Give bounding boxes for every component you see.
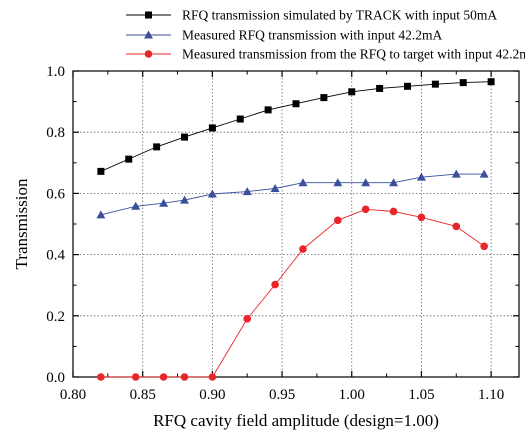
x-tick-label: 1.05: [408, 387, 434, 403]
x-tick-label: 1.00: [339, 387, 365, 403]
data-point: [159, 198, 169, 207]
data-point: [270, 184, 280, 193]
data-point: [264, 106, 272, 114]
data-point: [333, 178, 343, 187]
series-line: [100, 173, 485, 216]
legend-label: Measured RFQ transmission with input 42.…: [182, 28, 442, 43]
data-point: [404, 82, 411, 90]
data-point: [243, 315, 252, 323]
y-tick-label: 0.8: [46, 125, 65, 141]
legend: RFQ transmission simulated by TRACK with…: [126, 8, 525, 62]
legend-label: Measured transmission from the RFQ to ta…: [182, 47, 525, 62]
legend-marker: [144, 30, 153, 39]
data-point: [389, 178, 399, 187]
data-point: [125, 155, 133, 163]
data-point: [334, 216, 342, 225]
y-tick-label: 0.6: [46, 186, 65, 202]
series-circle: [97, 205, 488, 381]
x-tick-label: 0.90: [199, 387, 225, 403]
x-tick-label: 1.10: [478, 387, 504, 403]
data-point: [208, 124, 216, 132]
data-point: [451, 169, 461, 178]
y-tick-label: 1.0: [46, 64, 65, 80]
legend-marker: [144, 50, 153, 58]
y-tick-label: 0.4: [46, 248, 65, 264]
plot-frame: [72, 70, 520, 378]
data-point: [320, 94, 328, 102]
data-point: [180, 195, 189, 204]
data-point: [159, 373, 168, 381]
y-tick-label: 0.0: [46, 370, 65, 386]
legend-marker: [145, 11, 152, 19]
data-point: [236, 115, 244, 123]
data-point: [431, 80, 439, 88]
data-point: [348, 88, 356, 96]
data-point: [479, 169, 489, 178]
data-point: [131, 201, 141, 210]
data-point: [480, 242, 488, 251]
data-point: [242, 187, 252, 196]
x-axis-title: RFQ cavity field amplitude (design=1.00): [153, 411, 439, 430]
x-tick-label: 0.85: [130, 387, 156, 403]
y-axis-title: Transmission: [12, 178, 31, 270]
data-point: [271, 280, 279, 289]
data-point: [361, 205, 370, 214]
data-point: [181, 133, 188, 141]
x-tick-label: 0.80: [60, 387, 86, 403]
series-line: [100, 208, 485, 378]
series-layer: [96, 78, 495, 381]
data-point: [416, 172, 426, 181]
data-point: [97, 373, 105, 381]
series-square: [97, 78, 495, 175]
legend-entry: RFQ transmission simulated by TRACK with…: [126, 8, 497, 23]
data-point: [180, 373, 189, 381]
data-point: [417, 213, 426, 222]
data-point: [298, 178, 308, 187]
data-point: [459, 79, 467, 87]
data-point: [153, 143, 161, 151]
data-point: [452, 222, 461, 231]
data-point: [487, 78, 495, 86]
data-point: [292, 100, 300, 108]
legend-entry: Measured transmission from the RFQ to ta…: [126, 47, 525, 62]
data-point: [207, 189, 217, 198]
data-point: [131, 373, 140, 381]
series-line: [100, 81, 492, 172]
legend-entry: Measured RFQ transmission with input 42.…: [126, 28, 442, 43]
data-point: [96, 210, 106, 219]
axes: 0.80 0.85 0.90 0.95 1.00 1.05 1.10 0.0 0.2 0.4 0.6…: [46, 64, 519, 403]
data-point: [299, 245, 307, 253]
x-tick-label: 0.95: [269, 387, 295, 403]
data-point: [97, 167, 105, 175]
data-point: [361, 178, 371, 187]
grid: [73, 71, 519, 377]
data-point: [208, 373, 217, 381]
legend-label: RFQ transmission simulated by TRACK with…: [182, 8, 497, 23]
series-triangle: [96, 169, 489, 219]
data-point: [389, 207, 398, 216]
data-point: [376, 84, 384, 92]
y-tick-label: 0.2: [46, 309, 65, 325]
